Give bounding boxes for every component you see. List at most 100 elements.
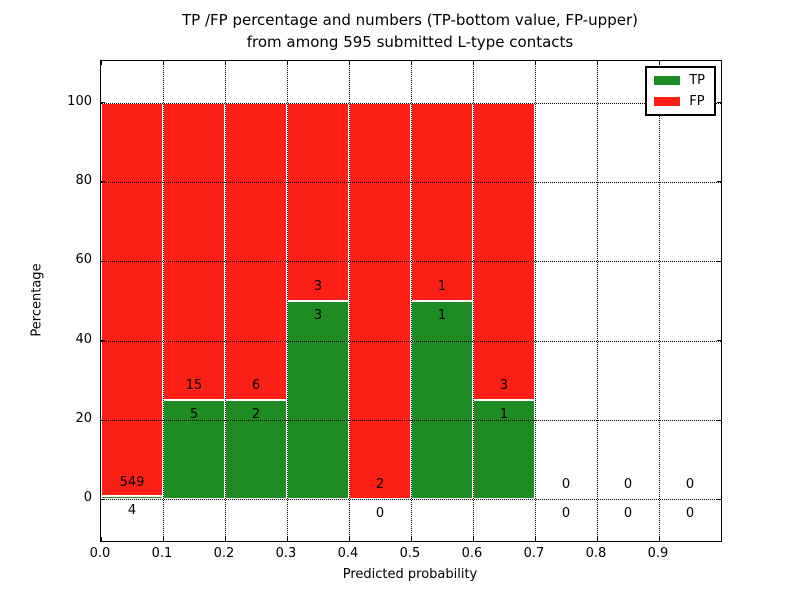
x-tick-label: 0.9 — [647, 546, 669, 561]
bar-count-fp: 1 — [437, 279, 447, 295]
y-tick-label: 0 — [83, 490, 92, 506]
bar-segment-tp — [287, 301, 349, 500]
y-tick-label: 20 — [75, 411, 92, 426]
legend-swatch-tp-icon — [654, 76, 681, 85]
x-axis-label: Predicted probability — [342, 567, 478, 582]
x-tick-mark-top — [596, 61, 598, 65]
y-tick-mark-left — [101, 340, 105, 342]
gridline-vertical — [597, 61, 598, 541]
y-tick-mark-left — [101, 260, 105, 262]
bar-count-tp: 2 — [251, 406, 261, 422]
y-tick-label: 40 — [75, 331, 92, 347]
x-tick-mark-bottom — [658, 537, 660, 541]
y-tick-mark-right — [717, 498, 721, 500]
bar-segment-fp — [473, 102, 535, 401]
bar-count-fp: 0 — [685, 477, 695, 493]
chart-title-line1: TP /FP percentage and numbers (TP-bottom… — [182, 11, 638, 29]
gridline-vertical — [535, 61, 536, 541]
y-axis-label: Percentage — [29, 263, 45, 337]
x-tick-mark-top — [472, 61, 474, 65]
x-tick-label: 0.4 — [337, 546, 359, 561]
bar-count-tp: 3 — [313, 307, 323, 323]
bar-count-tp: 4 — [127, 503, 137, 519]
y-tick-mark-left — [101, 419, 105, 421]
bar-count-fp: 15 — [185, 378, 203, 394]
y-tick-mark-right — [717, 181, 721, 183]
bar-segment-tp — [411, 301, 473, 500]
x-tick-mark-bottom — [100, 537, 102, 541]
y-tick-mark-right — [717, 340, 721, 342]
bar-segment-tp — [473, 400, 535, 500]
chart-title: TP /FP percentage and numbers (TP-bottom… — [90, 9, 730, 53]
bar-segment-fp — [287, 102, 349, 301]
gridline-vertical — [163, 61, 164, 541]
x-tick-mark-bottom — [596, 537, 598, 541]
bar-count-fp: 3 — [499, 378, 509, 394]
x-tick-mark-top — [224, 61, 226, 65]
plot-area: TP FP 549 4 15 5 6 2 3 3 2 0 1 1 3 1 0 0 0 0 0 0 — [100, 60, 722, 542]
y-tick-mark-left — [101, 498, 105, 500]
gridline-vertical — [287, 61, 288, 541]
x-tick-mark-bottom — [410, 537, 412, 541]
bar-segment-tp — [163, 400, 225, 500]
bar-count-fp: 2 — [375, 477, 385, 493]
x-tick-mark-top — [534, 61, 536, 65]
x-tick-mark-bottom — [348, 537, 350, 541]
x-tick-mark-bottom — [472, 537, 474, 541]
x-tick-label: 0.1 — [151, 546, 173, 561]
x-tick-label: 0.8 — [585, 546, 607, 561]
x-tick-mark-top — [100, 61, 102, 65]
x-tick-mark-bottom — [286, 537, 288, 541]
bar-count-tp: 1 — [499, 406, 509, 422]
x-tick-label: 0.7 — [523, 546, 545, 561]
y-tick-mark-right — [717, 260, 721, 262]
y-tick-label: 100 — [67, 93, 92, 109]
bar-segment-fp — [349, 102, 411, 500]
bar-count-tp: 0 — [375, 506, 385, 522]
x-tick-label: 0.3 — [275, 546, 297, 561]
bar-count-fp: 549 — [119, 474, 145, 490]
bar-count-tp: 0 — [685, 506, 695, 522]
x-tick-mark-bottom — [534, 537, 536, 541]
x-tick-mark-bottom — [162, 537, 164, 541]
x-tick-mark-bottom — [224, 537, 226, 541]
gridline-vertical — [349, 61, 350, 541]
bar-count-fp: 0 — [623, 477, 633, 493]
x-tick-mark-top — [348, 61, 350, 65]
gridline-vertical — [411, 61, 412, 541]
legend: TP FP — [645, 66, 716, 116]
legend-swatch-fp-icon — [654, 97, 681, 106]
bar-count-fp: 0 — [561, 477, 571, 493]
x-tick-mark-top — [286, 61, 288, 65]
legend-row-fp: FP — [654, 94, 705, 109]
x-tick-mark-top — [162, 61, 164, 65]
y-tick-mark-left — [101, 181, 105, 183]
bar-segment-fp — [163, 102, 225, 401]
bar-count-fp: 3 — [313, 279, 323, 295]
x-tick-label: 0.2 — [213, 546, 235, 561]
legend-row-tp: TP — [654, 73, 705, 88]
x-tick-label: 0.5 — [399, 546, 421, 561]
bar-count-tp: 0 — [561, 506, 571, 522]
legend-label-tp: TP — [689, 73, 705, 88]
x-tick-label: 0.6 — [461, 546, 483, 561]
bar-count-tp: 0 — [623, 506, 633, 522]
y-tick-mark-right — [717, 102, 721, 104]
y-tick-label: 80 — [75, 172, 92, 188]
bar-segment-fp — [225, 102, 287, 401]
y-tick-mark-right — [717, 419, 721, 421]
y-tick-label: 60 — [75, 252, 92, 268]
gridline-vertical — [659, 61, 660, 541]
x-tick-mark-top — [658, 61, 660, 65]
bar-count-tp: 5 — [189, 406, 199, 422]
chart-title-line2: from among 595 submitted L-type contacts — [246, 33, 574, 51]
bar-segment-tp — [101, 496, 163, 500]
gridline-vertical — [225, 61, 226, 541]
bar-count-fp: 6 — [251, 378, 261, 394]
legend-label-fp: FP — [689, 94, 705, 109]
bar-count-tp: 1 — [437, 307, 447, 323]
x-tick-mark-top — [410, 61, 412, 65]
y-tick-mark-left — [101, 102, 105, 104]
x-tick-label: 0.0 — [89, 546, 111, 561]
